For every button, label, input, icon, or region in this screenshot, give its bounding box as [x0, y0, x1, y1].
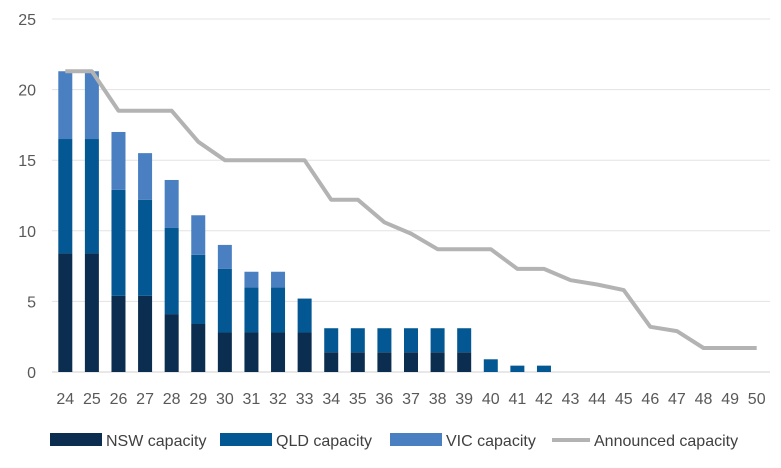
x-tick-label: 30 [216, 391, 234, 408]
bar-qld-36 [377, 328, 392, 353]
x-tick-label: 24 [56, 391, 74, 408]
x-tick-label: 36 [376, 391, 394, 408]
bar-nsw-30 [217, 332, 232, 372]
announced-line-layer [65, 69, 757, 350]
bar-vic-27 [138, 153, 153, 200]
bar-nsw-34 [324, 352, 339, 372]
legend-swatch-vic [390, 433, 442, 446]
y-tick-label: 25 [18, 12, 36, 29]
y-axis-ticks: 0 5 10 15 20 25 [18, 12, 36, 382]
bar-qld-28 [164, 227, 179, 315]
bar-qld-25 [84, 139, 99, 254]
x-tick-label: 33 [296, 391, 314, 408]
bar-qld-31 [244, 287, 259, 333]
x-tick-label: 41 [508, 391, 526, 408]
y-tick-label: 0 [27, 365, 36, 382]
bar-vic-30 [217, 244, 232, 269]
x-tick-label: 35 [349, 391, 367, 408]
bar-qld-27 [138, 199, 153, 296]
bar-qld-41 [510, 365, 525, 372]
bar-nsw-39 [457, 352, 472, 372]
bar-nsw-26 [111, 295, 126, 372]
x-tick-label: 48 [695, 391, 713, 408]
bars [58, 71, 551, 372]
x-tick-label: 45 [615, 391, 633, 408]
bar-nsw-36 [377, 352, 392, 372]
x-tick-label: 39 [455, 391, 473, 408]
bar-vic-26 [111, 131, 126, 190]
x-tick-label: 40 [482, 391, 500, 408]
bar-qld-37 [404, 328, 418, 353]
bar-qld-32 [271, 287, 286, 333]
bar-qld-33 [297, 298, 312, 333]
x-tick-label: 29 [189, 391, 207, 408]
bar-nsw-25 [84, 253, 99, 372]
legend-label-qld: QLD capacity [276, 433, 372, 450]
x-tick-label: 34 [322, 391, 340, 408]
bar-vic-25 [84, 71, 99, 140]
x-tick-label: 26 [110, 391, 128, 408]
bar-qld-39 [457, 328, 472, 353]
x-tick-label: 25 [83, 391, 101, 408]
bar-qld-34 [324, 328, 339, 353]
bar-vic-32 [271, 271, 286, 288]
x-tick-label: 42 [535, 391, 553, 408]
x-tick-label: 49 [721, 391, 739, 408]
bar-qld-30 [217, 268, 232, 333]
x-tick-label: 32 [269, 391, 287, 408]
x-tick-label: 44 [588, 391, 606, 408]
legend-label-nsw: NSW capacity [106, 433, 206, 450]
bar-qld-35 [350, 328, 365, 353]
bar-qld-26 [111, 189, 126, 296]
x-tick-label: 50 [748, 391, 766, 408]
x-tick-label: 43 [562, 391, 580, 408]
y-tick-label: 15 [18, 153, 36, 170]
bar-nsw-37 [404, 352, 418, 372]
bar-vic-29 [191, 215, 206, 255]
y-tick-label: 5 [27, 294, 36, 311]
legend-label-announced: Announced capacity [594, 433, 738, 450]
bar-qld-38 [430, 328, 445, 353]
x-axis-ticks: 24 25 26 27 28 29 30 31 32 33 34 35 36 37 38 39 40 41 42 43… [56, 391, 765, 408]
x-tick-label: 37 [402, 391, 420, 408]
x-tick-label: 46 [641, 391, 659, 408]
bar-qld-24 [58, 139, 73, 254]
legend-label-vic: VIC capacity [446, 433, 536, 450]
gridlines [52, 18, 770, 373]
bar-nsw-29 [191, 323, 206, 372]
bar-qld-40 [483, 359, 498, 372]
legend-swatch-qld [220, 433, 272, 446]
bar-nsw-27 [138, 295, 153, 372]
y-tick-label: 10 [18, 224, 36, 241]
bar-qld-42 [536, 365, 551, 372]
bar-vic-31 [244, 271, 259, 288]
bar-vic-24 [58, 71, 73, 140]
x-tick-label: 47 [668, 391, 686, 408]
bar-nsw-35 [350, 352, 365, 372]
x-tick-label: 31 [243, 391, 261, 408]
bar-nsw-32 [271, 332, 286, 372]
legend-swatch-nsw [50, 433, 102, 446]
x-tick-label: 27 [136, 391, 154, 408]
x-tick-label: 28 [163, 391, 181, 408]
legend: NSW capacity QLD capacity VIC capacity Anno… [50, 433, 738, 450]
x-tick-label: 38 [429, 391, 447, 408]
bar-qld-29 [191, 254, 206, 324]
bar-nsw-31 [244, 332, 259, 372]
bar-nsw-28 [164, 314, 179, 372]
bar-nsw-24 [58, 253, 73, 372]
announced-capacity-line [65, 69, 757, 350]
bar-nsw-33 [297, 332, 312, 372]
bar-nsw-38 [430, 352, 445, 372]
y-tick-label: 20 [18, 83, 36, 100]
bar-vic-28 [164, 179, 179, 228]
